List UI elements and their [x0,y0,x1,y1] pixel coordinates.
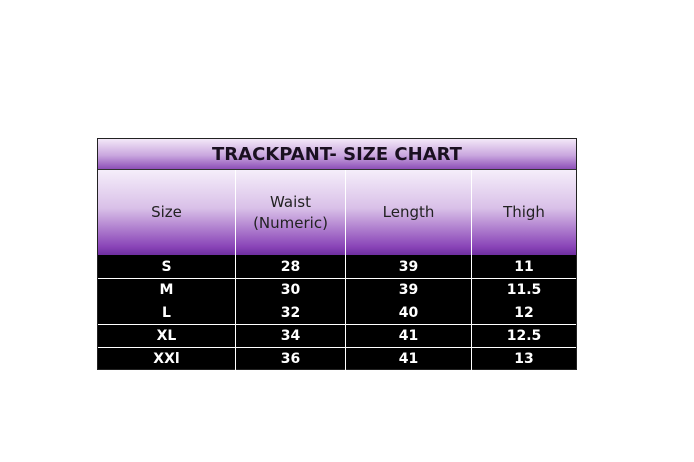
table-cell: M [98,278,236,301]
table-cell: 41 [346,347,472,370]
table-cell: 39 [346,278,472,301]
table-cell: 13 [514,350,534,367]
table-cell: 32 [236,301,346,324]
header-length: Length [346,170,472,255]
header-waist: Waist (Numeric) [236,170,346,255]
table-cell: 11 [514,258,534,275]
table-row: L 32 40 12 [98,301,576,325]
table-row: XXl 36 41 13 [98,347,576,370]
table-cell: XL [98,324,236,347]
table-row: M 30 39 11.5 [98,278,576,301]
table-cell: 28 [236,255,346,278]
header-size: Size [98,170,236,255]
header-thigh: Thigh [472,170,576,255]
table-cell: S [98,255,236,278]
table-cell: 34 [236,324,346,347]
table-cell: 11.5 [506,281,542,298]
table-row: XL 34 41 12.5 [98,324,576,348]
table-title: TRACKPANT- SIZE CHART [98,139,576,170]
table-cell: 40 [346,301,472,324]
table-cell: 36 [236,347,346,370]
table-cell: 39 [346,255,472,278]
table-cell: 41 [346,324,472,347]
table-cell: 12 [514,304,534,321]
table-cell: L [98,301,236,324]
header-waist-label: Waist (Numeric) [253,192,328,232]
table-row: S 28 39 11 [98,255,576,279]
table-cell: 30 [236,278,346,301]
table-cell: XXl [98,347,236,370]
size-chart-table: TRACKPANT- SIZE CHART Size Waist (Numeri… [97,138,577,370]
table-cell: 12.5 [506,327,542,344]
